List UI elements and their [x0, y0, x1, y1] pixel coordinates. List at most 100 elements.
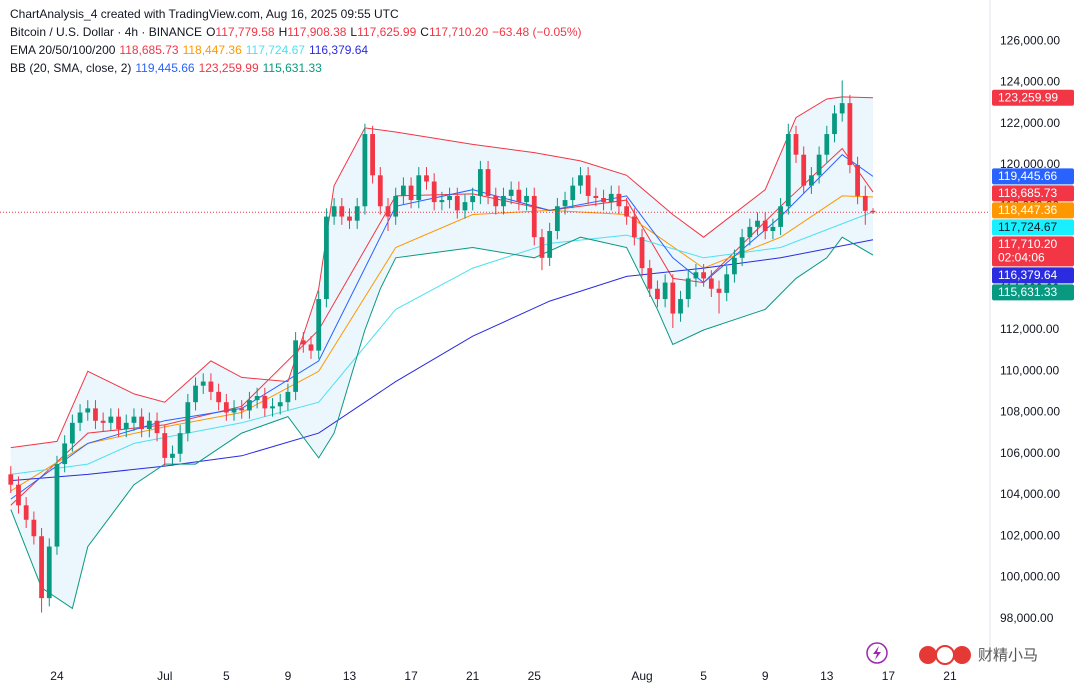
candle-body [524, 195, 529, 203]
candle-body [316, 299, 322, 351]
candle-body [123, 422, 129, 429]
candle-body [554, 206, 560, 231]
indicator-line [10, 96, 874, 449]
price-tag [992, 202, 1074, 219]
x-tick-label: Aug [631, 669, 652, 683]
ohlc-value: 117,710.20 [428, 25, 489, 39]
candle-body [239, 408, 245, 411]
legend-value: 118,685.73 [119, 43, 179, 57]
y-tick-label: 100,000.00 [1000, 570, 1060, 584]
candle-body [247, 400, 252, 411]
candle-body [631, 216, 637, 238]
candle-body [647, 268, 653, 289]
y-tick-label: 108,000.00 [1000, 405, 1060, 419]
candle-body [508, 189, 514, 196]
price-tag [992, 284, 1074, 301]
candle-body [501, 195, 506, 207]
candle-body [177, 433, 183, 454]
candle-body [462, 202, 468, 211]
price-tag [992, 236, 1074, 267]
candle-body [254, 396, 260, 401]
legend-value: 119,445.66 [135, 61, 195, 75]
candle-body [408, 185, 414, 201]
candle-body [770, 226, 776, 231]
candle-body [324, 216, 329, 300]
candle-body [262, 396, 268, 409]
y-tick-label: 106,000.00 [1000, 446, 1060, 460]
y-tick-label: 120,000.00 [1000, 157, 1060, 171]
x-tick-label: 5 [700, 669, 707, 683]
candle-body [339, 206, 345, 217]
candle-body [100, 420, 106, 423]
bb-row: BB (20, SMA, close, 2) 119,445.66 123,259.… [10, 59, 586, 77]
candle-body [93, 408, 98, 421]
ema-row: EMA 20/50/100/200 118,685.73 118,447.36 117… [10, 41, 586, 59]
indicator-line [10, 236, 874, 610]
candle-body [655, 288, 660, 300]
candle-body [424, 175, 429, 182]
candle-body [755, 220, 760, 227]
candle-body [470, 195, 476, 203]
candle-body [447, 195, 452, 201]
candle-body [732, 257, 737, 275]
candle-body [693, 272, 699, 279]
x-tick-label: 5 [223, 669, 230, 683]
watermark-icons [919, 645, 971, 665]
candle-body [624, 206, 630, 217]
candle-body [485, 169, 491, 196]
candle-body [277, 402, 283, 407]
candle-body [562, 200, 568, 207]
price-tag-label: 119,445.66 [998, 169, 1057, 183]
x-tick-label: 17 [404, 669, 418, 683]
price-tag-label: 123,259.99 [998, 90, 1058, 104]
candle-body [69, 422, 75, 444]
candle-body [362, 134, 368, 207]
candle-body [793, 134, 799, 155]
change: −63.48 (−0.05%) [492, 25, 582, 39]
candle-body [678, 299, 683, 314]
candle-body [570, 185, 576, 201]
x-tick-label: 9 [285, 669, 292, 683]
price-tag [992, 89, 1074, 106]
candle-body [193, 385, 198, 403]
price-tag-label: 115,631.33 [998, 285, 1057, 299]
price-tag [992, 185, 1074, 202]
candle-body [816, 154, 822, 176]
ohlc-value: 117,908.38 [287, 25, 347, 39]
y-tick-label: 112,000.00 [1000, 322, 1059, 336]
candle-body [801, 154, 807, 186]
y-tick-label: 124,000.00 [1000, 75, 1060, 89]
candle-body [454, 195, 460, 211]
candle-body [724, 274, 730, 293]
candle-body [716, 288, 722, 293]
candle-body [601, 198, 606, 203]
candle-body [593, 195, 599, 198]
candle-body [870, 210, 876, 213]
candle-body [162, 433, 168, 458]
candle-body [708, 278, 714, 289]
legend-value: 118,447.36 [182, 43, 242, 57]
ohlc-value: 117,779.58 [215, 25, 275, 39]
candle-body [208, 381, 214, 392]
candle-body [131, 416, 137, 423]
x-tick-label: 21 [943, 669, 957, 683]
candle-body [608, 193, 614, 203]
price-tag-label: 118,685.73 [998, 186, 1057, 200]
candle-body [331, 206, 337, 217]
watermark: 财精小马 [978, 647, 1038, 664]
symbol-row: Bitcoin / U.S. Dollar · 4h · BINANCE O117… [10, 23, 586, 41]
price-tag [992, 267, 1074, 284]
candle-body [8, 474, 14, 485]
indicator-line [10, 211, 874, 475]
x-tick-label: 21 [466, 669, 480, 683]
candle-body [223, 402, 229, 413]
indicator-label: BB (20, SMA, close, 2) [10, 61, 132, 75]
candle-body [639, 237, 645, 269]
candle-body [139, 416, 145, 429]
candle-body [809, 175, 814, 186]
indicator-label: EMA 20/50/100/200 [10, 43, 116, 57]
y-tick-label: 102,000.00 [1000, 528, 1060, 542]
price-tag-label: 117,710.20 [998, 237, 1057, 251]
candle-body [354, 206, 360, 221]
